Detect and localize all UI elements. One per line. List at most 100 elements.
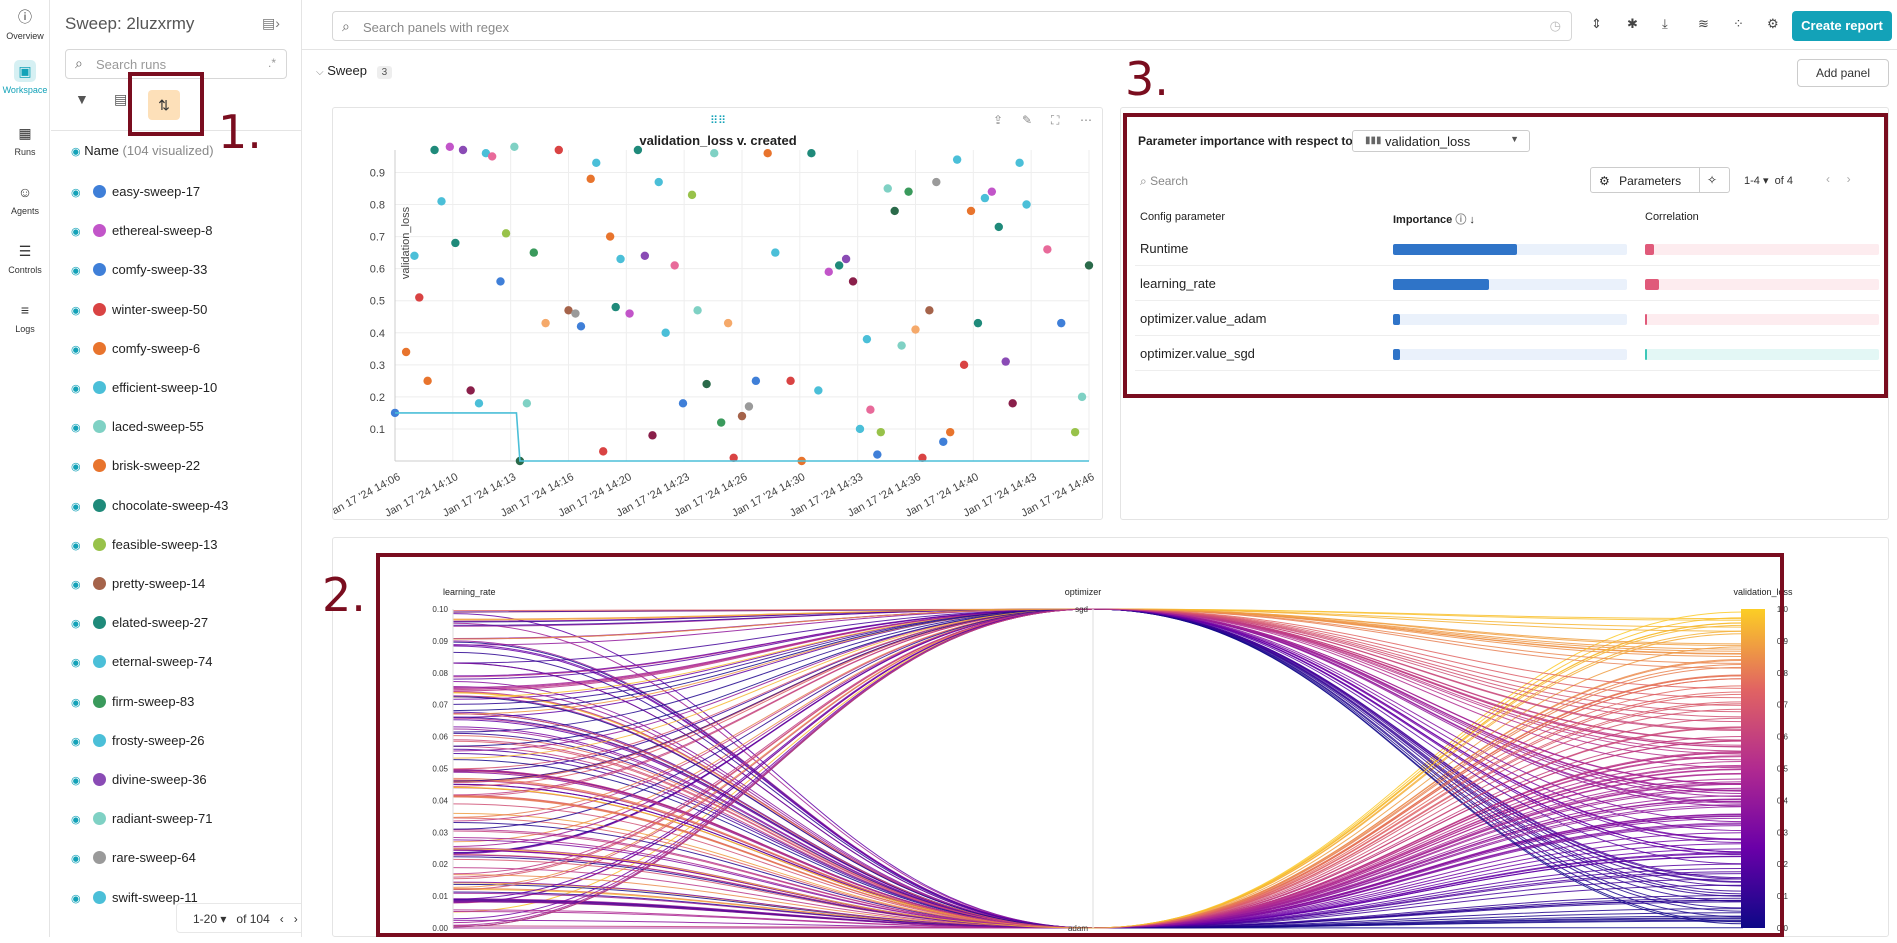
run-row[interactable]: ◉ rare-sweep-64: [71, 850, 196, 872]
nav-item-controls[interactable]: ☰ Controls: [0, 240, 50, 275]
expand-icon[interactable]: ⇕: [1591, 16, 1602, 31]
axis-title[interactable]: optimizer: [1065, 587, 1102, 597]
scatter-point[interactable]: [633, 145, 643, 155]
scatter-point[interactable]: [687, 190, 697, 200]
run-color-dot[interactable]: [93, 851, 106, 865]
scatter-point[interactable]: [592, 158, 601, 168]
points-icon[interactable]: ⁘: [1733, 16, 1744, 31]
scatter-point[interactable]: [716, 418, 726, 427]
scatter-point[interactable]: [807, 149, 816, 158]
drag-handle-icon[interactable]: ⠿⠿: [710, 115, 726, 127]
axis-title[interactable]: learning_rate: [443, 587, 496, 597]
run-name[interactable]: comfy-sweep-33: [112, 262, 208, 278]
scatter-point[interactable]: [410, 251, 419, 261]
run-color-dot[interactable]: [93, 459, 106, 473]
run-row[interactable]: ◉ chocolate-sweep-43: [71, 498, 228, 520]
scatter-point[interactable]: [987, 187, 997, 196]
run-color-dot[interactable]: [93, 694, 106, 708]
scatter-point[interactable]: [1084, 261, 1094, 270]
run-color-dot[interactable]: [93, 498, 106, 512]
scatter-point[interactable]: [862, 334, 872, 344]
x-axis-icon[interactable]: ⤓: [1662, 16, 1668, 31]
eye-icon[interactable]: ◉: [71, 853, 81, 866]
regex-toggle[interactable]: .*: [267, 56, 276, 70]
scatter-point[interactable]: [904, 187, 913, 196]
run-name[interactable]: ethereal-sweep-8: [112, 223, 213, 239]
eye-icon[interactable]: ◉: [71, 618, 81, 631]
scatter-point[interactable]: [501, 229, 511, 238]
scatter-point[interactable]: [723, 318, 733, 328]
scatter-point[interactable]: [737, 411, 747, 421]
run-color-dot[interactable]: [93, 537, 106, 551]
eye-icon[interactable]: ◉: [71, 383, 81, 395]
scatter-point[interactable]: [1043, 245, 1052, 254]
eye-icon[interactable]: ◉: [71, 343, 81, 356]
scatter-point[interactable]: [1015, 158, 1024, 168]
run-row[interactable]: ◉ swift-sweep-11: [71, 890, 198, 912]
search-runs-input[interactable]: ⌕ Search runs .*: [65, 49, 287, 79]
run-row[interactable]: ◉ laced-sweep-55: [71, 419, 204, 441]
eye-icon[interactable]: ◉: [71, 461, 81, 474]
scatter-point[interactable]: [959, 360, 969, 370]
scatter-point[interactable]: [855, 424, 865, 434]
run-line[interactable]: [452, 608, 1744, 928]
run-row[interactable]: ◉ elated-sweep-27: [71, 615, 208, 637]
scatter-point[interactable]: [496, 277, 505, 286]
eye-icon[interactable]: ◉: [71, 226, 81, 239]
edit-icon[interactable]: ✎: [1022, 113, 1032, 127]
scatter-point[interactable]: [510, 142, 519, 151]
run-name[interactable]: winter-sweep-50: [112, 301, 208, 317]
scatter-point[interactable]: [751, 376, 761, 386]
run-color-dot[interactable]: [93, 655, 106, 669]
scatter-point[interactable]: [980, 193, 990, 203]
importance-pager-arrows[interactable]: ‹ ›: [1826, 172, 1851, 186]
scatter-point[interactable]: [966, 206, 976, 216]
add-panel-button[interactable]: Add panel: [1797, 59, 1889, 87]
scatter-point[interactable]: [576, 322, 586, 331]
eye-icon[interactable]: ◉: [71, 735, 81, 748]
section-header[interactable]: ⌵ Sweep 3: [316, 63, 393, 79]
nav-item-logs[interactable]: ≡ Logs: [0, 299, 50, 334]
run-color-dot[interactable]: [93, 890, 106, 904]
run-name[interactable]: radiant-sweep-71: [112, 811, 213, 827]
scatter-point[interactable]: [939, 437, 948, 446]
eye-icon[interactable]: ◉: [71, 696, 81, 709]
run-row[interactable]: ◉ comfy-sweep-33: [71, 262, 207, 284]
run-line[interactable]: [452, 624, 1744, 929]
col-correlation[interactable]: Correlation: [1645, 211, 1699, 223]
run-name[interactable]: divine-sweep-36: [112, 772, 207, 787]
scatter-point[interactable]: [599, 447, 608, 456]
eye-icon[interactable]: ◉: [71, 500, 81, 513]
scatter-point[interactable]: [445, 142, 455, 151]
run-row[interactable]: ◉ efficient-sweep-10: [71, 380, 217, 402]
panel-search-input[interactable]: ⌕ Search panels with regex ◷: [332, 11, 1572, 41]
gear-icon[interactable]: ⚙: [1767, 16, 1779, 31]
scatter-point[interactable]: [605, 232, 615, 241]
magic-wand-icon[interactable]: ✧: [1707, 173, 1718, 187]
scatter-point[interactable]: [541, 318, 550, 328]
smoothing-icon[interactable]: ≋: [1698, 16, 1709, 31]
run-name[interactable]: feasible-sweep-13: [112, 536, 218, 552]
scatter-point[interactable]: [415, 293, 424, 302]
scatter-point[interactable]: [848, 277, 858, 286]
col-importance[interactable]: Importance ⓘ ↓: [1393, 214, 1475, 226]
col-config-param[interactable]: Config parameter: [1140, 211, 1225, 223]
scatter-point[interactable]: [876, 427, 885, 437]
eye-icon[interactable]: ◉: [71, 539, 81, 552]
run-name[interactable]: elated-sweep-27: [112, 615, 209, 631]
scatter-point[interactable]: [729, 453, 738, 462]
run-color-dot[interactable]: [93, 224, 106, 238]
run-color-dot[interactable]: [93, 733, 106, 747]
scatter-point[interactable]: [873, 450, 882, 459]
scatter-point[interactable]: [678, 399, 688, 408]
run-name[interactable]: efficient-sweep-10: [112, 380, 218, 395]
scatter-point[interactable]: [1022, 200, 1031, 209]
scatter-point[interactable]: [932, 177, 941, 187]
run-color-dot[interactable]: [93, 341, 106, 355]
scatter-point[interactable]: [401, 347, 411, 357]
sort-icon[interactable]: ⇅: [148, 90, 180, 120]
eye-icon[interactable]: ◉: [71, 265, 81, 278]
scatter-point[interactable]: [430, 145, 439, 155]
run-color-dot[interactable]: [93, 420, 106, 434]
scatter-point[interactable]: [834, 261, 844, 270]
